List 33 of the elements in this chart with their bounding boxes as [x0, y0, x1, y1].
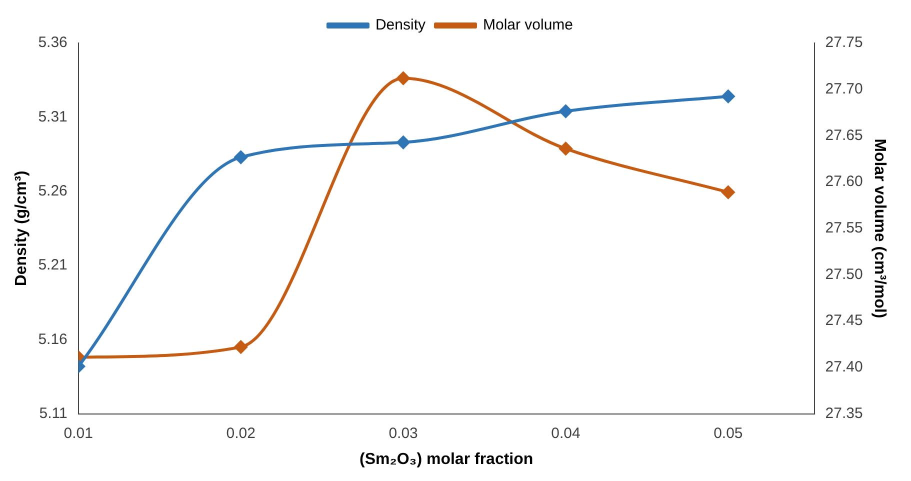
point [396, 136, 410, 149]
x-tick-label: 0.01 [64, 424, 93, 442]
x-tick-label: 0.05 [714, 424, 743, 442]
y-tick-label: 5.31 [38, 108, 68, 126]
y2-tick-label: 27.70 [825, 80, 863, 98]
point [559, 142, 572, 156]
y2-tick-label: 27.35 [825, 404, 863, 422]
y2-tick-label: 27.40 [825, 358, 863, 376]
point [722, 186, 735, 199]
y2-tick-label: 27.75 [825, 34, 863, 52]
x-tick-label: 0.04 [551, 424, 580, 442]
legend-label: Density [375, 16, 426, 34]
y2-tick-label: 27.50 [825, 266, 863, 283]
legend-label: Molar volume [482, 16, 574, 34]
point [396, 72, 410, 85]
y-tick-label: 5.16 [38, 330, 68, 348]
y2-tick-label: 27.65 [825, 126, 863, 144]
y2-tick-label: 27.55 [825, 220, 863, 237]
point [234, 340, 248, 354]
y2-axis-title: Molar volume (cm³/mol) [870, 138, 888, 318]
x-tick-label: 0.02 [226, 424, 256, 442]
point [234, 150, 248, 164]
y2-tick-label: 27.60 [825, 173, 863, 190]
y-tick-label: 5.21 [38, 256, 68, 274]
point [559, 104, 572, 118]
y-tick-label: 5.26 [38, 182, 68, 200]
y-tick-label: 5.11 [39, 404, 68, 422]
x-axis-title: (Sm₂O₃) molar fraction [360, 450, 534, 468]
y-tick-label: 5.36 [38, 34, 68, 52]
y2-tick-label: 27.45 [825, 312, 863, 330]
x-tick-label: 0.03 [388, 424, 418, 442]
point [722, 90, 735, 103]
y-axis-title: Density (g/cm³) [13, 170, 30, 286]
